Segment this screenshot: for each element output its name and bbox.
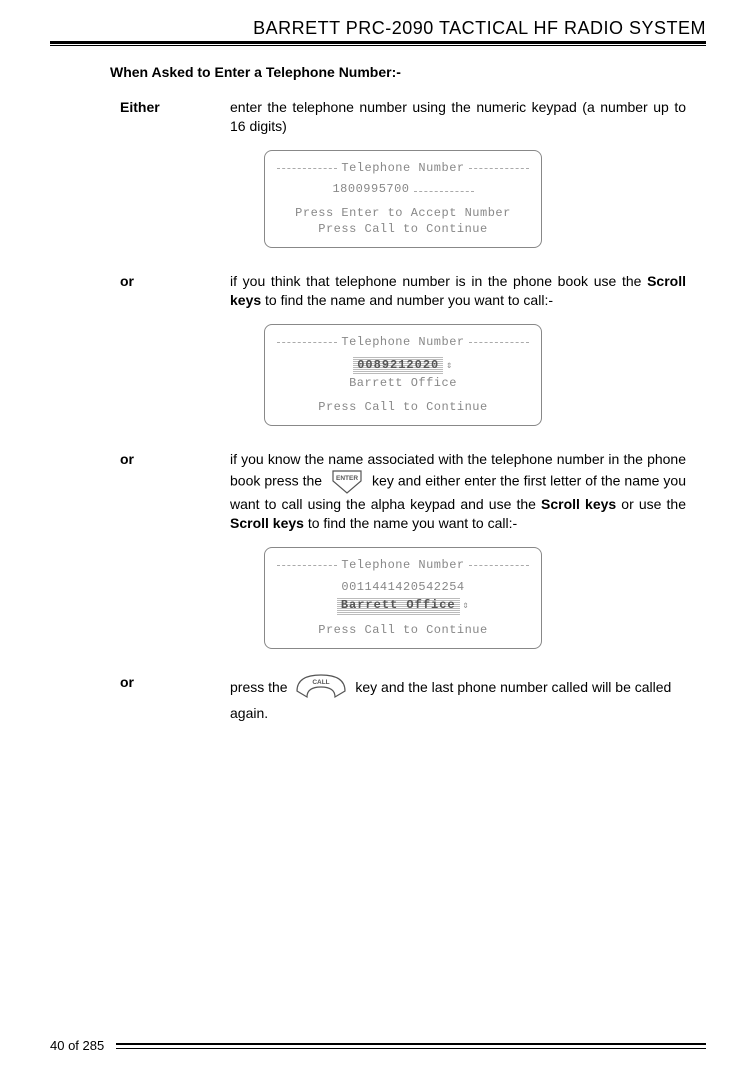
label-or2: or (120, 450, 230, 533)
lcd3-title: Telephone Number (273, 558, 533, 574)
text-or3: press the CALL key and the last phone nu… (230, 673, 686, 723)
row-or1: or if you think that telephone number is… (120, 272, 686, 310)
call-key-icon: CALL (295, 673, 347, 704)
lcd3-footer: Press Call to Continue (273, 623, 533, 639)
lcd3-highlight-row: Barrett Office⇕ (273, 597, 533, 615)
label-either: Either (120, 98, 230, 136)
text-either: enter the telephone number using the num… (230, 98, 686, 136)
page-footer: 40 of 285 (50, 1038, 706, 1053)
lcd1-title: Telephone Number (273, 161, 533, 177)
label-or3: or (120, 673, 230, 723)
text-or2: if you know the name associated with the… (230, 450, 686, 533)
row-or3: or press the CALL key and the last phone… (120, 673, 686, 723)
bold-scrollkeys-3: Scroll keys (230, 515, 304, 531)
lcd3-value: 0011441420542254 (273, 580, 533, 596)
page-number: 40 of 285 (50, 1038, 104, 1053)
bold-scrollkeys-2: Scroll keys (541, 496, 616, 512)
lcd-screen-3: Telephone Number 0011441420542254 Barret… (264, 547, 542, 649)
header-rule-thin (50, 45, 706, 46)
footer-rule (116, 1043, 706, 1049)
row-either: Either enter the telephone number using … (120, 98, 686, 136)
lcd1-line1: Press Enter to Accept Number (273, 206, 533, 222)
lcd1-value: 1800995700 (332, 182, 473, 198)
header-rule-thick (50, 41, 706, 44)
lcd1-value-row: 1800995700 (273, 182, 533, 198)
scroll-arrow-icon: ⇕ (446, 361, 453, 372)
lcd1-footer: Press Enter to Accept Number Press Call … (273, 206, 533, 237)
lcd2-footer: Press Call to Continue (273, 400, 533, 416)
svg-text:ENTER: ENTER (336, 475, 358, 482)
lcd-screen-1: Telephone Number 1800995700 Press Enter … (264, 150, 542, 248)
text-or1: if you think that telephone number is in… (230, 272, 686, 310)
lcd2-highlight-row: 0089212020⇕ (273, 357, 533, 375)
lcd-screen-2: Telephone Number 0089212020⇕ Barrett Off… (264, 324, 542, 426)
lcd2-sub: Barrett Office (273, 376, 533, 392)
header-title: BARRETT PRC-2090 TACTICAL HF RADIO SYSTE… (50, 18, 706, 39)
lcd2-title: Telephone Number (273, 335, 533, 351)
lcd3-highlight: Barrett Office (337, 597, 460, 615)
lcd1-line2: Press Call to Continue (273, 222, 533, 238)
svg-text:CALL: CALL (313, 679, 330, 686)
lcd2-highlight: 0089212020 (353, 357, 443, 375)
label-or1: or (120, 272, 230, 310)
scroll-arrow-icon-2: ⇕ (463, 601, 470, 612)
section-heading: When Asked to Enter a Telephone Number:- (110, 64, 706, 80)
row-or2: or if you know the name associated with … (120, 450, 686, 533)
enter-key-icon: ENTER (330, 469, 364, 495)
